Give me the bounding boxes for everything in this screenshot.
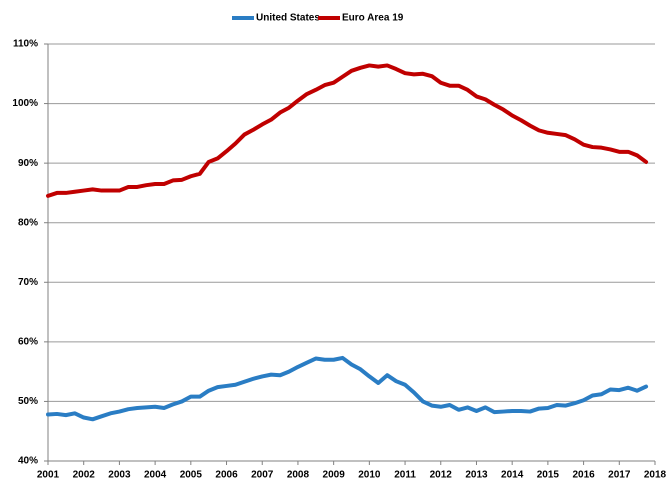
x-tick-label: 2007 [251, 470, 274, 481]
y-tick-label: 50% [18, 396, 38, 407]
x-tick-label: 2001 [37, 470, 60, 481]
series-line [46, 355, 649, 422]
x-tick-label: 2003 [108, 470, 131, 481]
x-tick-label: 2005 [180, 470, 203, 481]
y-tick-label: 80% [18, 217, 38, 228]
legend-label: Euro Area 19 [342, 13, 404, 24]
x-tick-label: 2013 [465, 470, 488, 481]
y-tick-label: 70% [18, 277, 38, 288]
x-tick-label: 2006 [215, 470, 238, 481]
x-tick-label: 2008 [287, 470, 310, 481]
x-tick-label: 2012 [430, 470, 453, 481]
x-tick-label: 2018 [644, 470, 667, 481]
x-tick-label: 2017 [608, 470, 631, 481]
y-tick-label: 90% [18, 158, 38, 169]
y-tick-label: 60% [18, 336, 38, 347]
series-line [46, 63, 649, 198]
y-tick-label: 40% [18, 456, 38, 467]
x-tick-label: 2002 [73, 470, 96, 481]
x-tick-label: 2015 [537, 470, 560, 481]
x-tick-label: 2016 [572, 470, 595, 481]
legend-label: United States [256, 13, 320, 24]
x-tick-label: 2011 [394, 470, 416, 481]
x-tick-label: 2010 [358, 470, 381, 481]
x-tick-label: 2004 [144, 470, 167, 481]
x-tick-label: 2014 [501, 470, 524, 481]
x-tick-label: 2009 [323, 470, 346, 481]
y-tick-label: 110% [13, 39, 38, 50]
y-tick-label: 100% [12, 98, 38, 109]
